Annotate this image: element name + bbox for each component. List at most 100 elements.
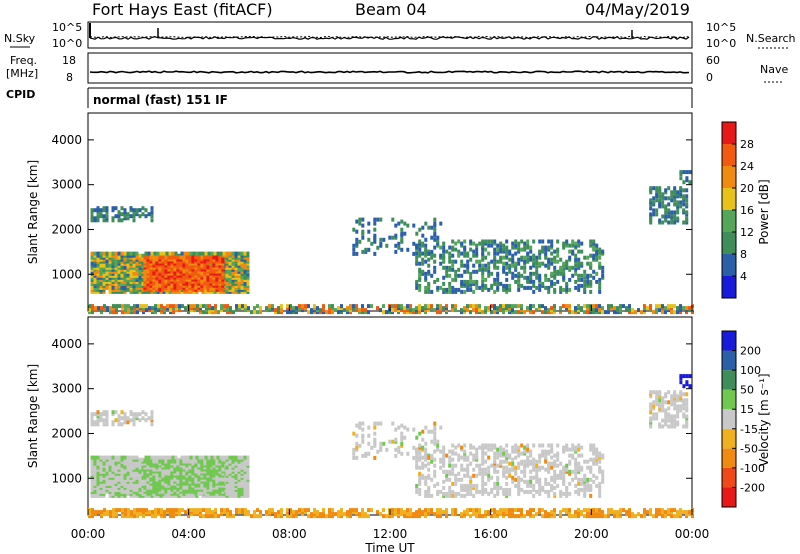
echo-cell [601,269,605,274]
echo-cell [475,285,479,290]
echo-cell [445,469,449,474]
echo-cell [421,510,424,515]
echo-cell [159,455,163,460]
echo-cell [511,304,514,309]
echo-cell [598,247,602,252]
echo-cell [550,251,554,256]
echo-cell [664,196,668,201]
echo-cell [265,306,268,311]
echo-cell [192,455,196,460]
echo-cell [158,255,162,260]
echo-cell [99,469,103,474]
echo-cell [120,410,124,415]
echo-cell [436,445,440,450]
echo-cell [307,304,310,309]
echo-cell [105,455,109,460]
echo-cell [484,283,488,288]
echo-cell [532,304,535,309]
echo-cell [517,508,520,513]
echo-cell [424,451,428,456]
echo-cell [99,253,103,258]
echo-cell [111,469,115,474]
echo-cell [457,267,461,272]
echo-cell [571,265,575,270]
echo-cell [120,481,124,486]
echo-cell [418,471,422,476]
echo-cell [685,510,688,515]
echo-cell [256,310,259,315]
echo-cell [523,269,527,274]
echo-cell [96,455,100,460]
echo-cell [514,265,518,270]
echo-cell [484,255,488,260]
echo-cell [238,508,241,513]
echo-cell [96,265,100,270]
echo-cell [520,283,524,288]
echo-cell [126,277,130,282]
echo-cell [148,306,151,311]
echo-cell [571,249,575,254]
echo-cell [556,239,560,244]
echo-cell [505,265,509,270]
echo-cell [99,251,103,256]
echo-cell [682,220,686,225]
echo-cell [664,510,667,515]
echo-cell [149,459,153,464]
echo-cell [200,459,204,464]
echo-cell [114,457,118,462]
echo-cell [108,253,112,258]
echo-cell [197,269,201,274]
echo-cell [277,510,280,515]
echo-cell [469,508,472,513]
echo-cell [246,469,250,474]
echo-cell [475,247,479,252]
echo-cell [144,208,148,213]
echo-cell [508,287,512,292]
echo-cell [493,514,496,519]
echo-cell [442,281,446,286]
echo-cell [460,259,464,264]
echo-cell [93,277,97,282]
echo-cell [361,308,364,313]
echo-cell [649,214,653,219]
echo-cell [538,249,542,254]
echo-cell [469,257,473,262]
echo-cell [176,255,180,260]
echo-cell [153,455,157,460]
echo-cell [197,281,201,286]
echo-cell [598,512,601,517]
echo-cell [670,198,674,203]
echo-cell [604,514,607,519]
echo-cell [212,473,216,478]
echo-cell [544,251,548,256]
nave-tick-bottom: 0 [706,71,713,84]
echo-cell [532,514,535,519]
echo-cell [385,310,388,315]
echo-cell [135,271,139,276]
echo-cell [562,261,566,266]
echo-cell [208,508,211,513]
echo-cell [135,469,139,474]
echo-cell [457,471,461,476]
echo-cell [235,508,238,513]
echo-cell [220,508,223,513]
echo-cell [90,469,94,474]
echo-cell [237,261,241,266]
echo-cell [490,259,494,264]
echo-cell [517,310,520,315]
echo-cell [493,289,497,294]
echo-cell [105,271,109,276]
echo-cell [138,481,142,486]
echo-cell [586,508,589,513]
echo-cell [598,255,602,260]
echo-cell [427,473,431,478]
echo-cell [99,412,103,417]
echo-cell [213,251,217,256]
echo-cell [418,253,422,258]
echo-cell [490,508,493,513]
echo-cell [427,249,431,254]
echo-cell [595,257,599,262]
echo-cell [481,310,484,315]
echo-cell [138,214,142,219]
echo-cell [129,206,133,211]
